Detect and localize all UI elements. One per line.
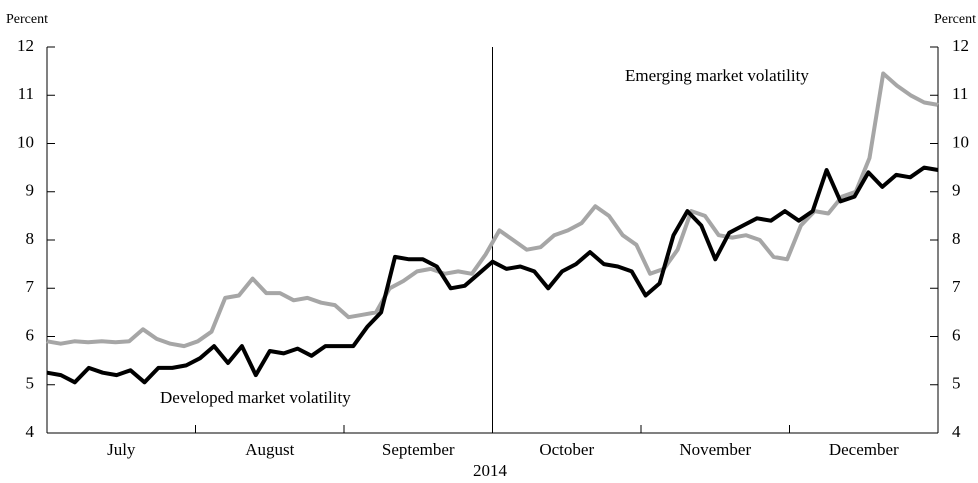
y-tick-label: 5 [26, 374, 35, 393]
y2-tick-label: 10 [952, 132, 969, 151]
y2-tick-label: 11 [952, 84, 968, 103]
y-axis-label: Percent [6, 12, 48, 27]
x-tick-label: July [107, 440, 136, 459]
y-tick-label: 9 [26, 181, 35, 200]
series-label: Developed market volatility [160, 388, 351, 407]
y2-tick-label: 8 [952, 229, 961, 248]
x-tick-label: December [829, 440, 899, 459]
y2-tick-label: 9 [952, 181, 961, 200]
y-tick-label: 10 [17, 132, 34, 151]
y-tick-label: 6 [26, 325, 35, 344]
y-tick-label: 11 [18, 84, 34, 103]
x-axis-label: 2014 [473, 461, 508, 480]
series-label: Emerging market volatility [625, 66, 809, 85]
x-tick-label: October [539, 440, 594, 459]
y2-tick-label: 5 [952, 374, 961, 393]
y2-tick-label: 7 [952, 277, 961, 296]
series-line [46, 71, 939, 349]
y2-tick-label: 6 [952, 325, 961, 344]
y2-tick-label: 4 [952, 422, 961, 441]
x-tick-label: November [679, 440, 751, 459]
x-tick-label: September [382, 440, 455, 459]
y-tick-label: 7 [26, 277, 35, 296]
y-tick-label: 4 [26, 422, 35, 441]
series-line [46, 165, 939, 385]
y-tick-label: 8 [26, 229, 35, 248]
y2-tick-label: 12 [952, 36, 969, 55]
y-tick-label: 12 [17, 36, 34, 55]
y2-axis-label: Percent [934, 12, 976, 27]
x-tick-label: August [245, 440, 294, 459]
